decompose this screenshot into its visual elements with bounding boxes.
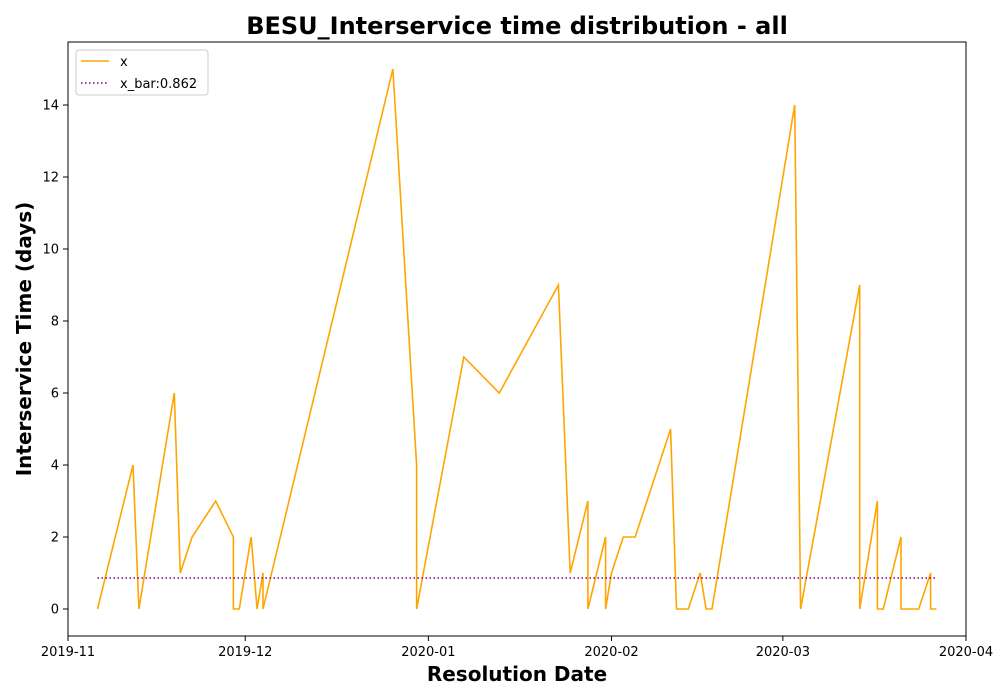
plot-area: 2019-11 2019-12 2020-01 2020-02 2020-03 2020-… xyxy=(41,41,993,660)
y-tick-label: 8 xyxy=(51,315,59,330)
y-tick-label: 0 xyxy=(51,603,59,618)
y-tick-label: 2 xyxy=(51,531,59,546)
x-axis-label: Resolution Date xyxy=(427,662,607,686)
axes-frame xyxy=(67,41,967,637)
legend-label-x-bar: x_bar:0.862 xyxy=(120,77,197,92)
x-tick-label: 2020-04 xyxy=(939,645,993,660)
x-tick-label: 2020-03 xyxy=(756,645,810,660)
legend-label-x: x xyxy=(120,55,128,70)
y-tick-label: 4 xyxy=(51,459,59,474)
y-tick-label: 12 xyxy=(42,171,59,186)
x-tick-label: 2019-12 xyxy=(218,645,272,660)
y-tick-label: 14 xyxy=(42,99,59,114)
y-axis-label: Interservice Time (days) xyxy=(12,202,36,477)
x-tick-label: 2020-02 xyxy=(584,645,638,660)
x-tick-label: 2020-01 xyxy=(401,645,455,660)
chart-title: BESU_Interservice time distribution - al… xyxy=(246,12,788,40)
y-tick-label: 6 xyxy=(51,387,59,402)
y-tick-label: 10 xyxy=(42,243,59,258)
x-tick-label: 2019-11 xyxy=(41,645,95,660)
series-x-line xyxy=(96,68,937,610)
